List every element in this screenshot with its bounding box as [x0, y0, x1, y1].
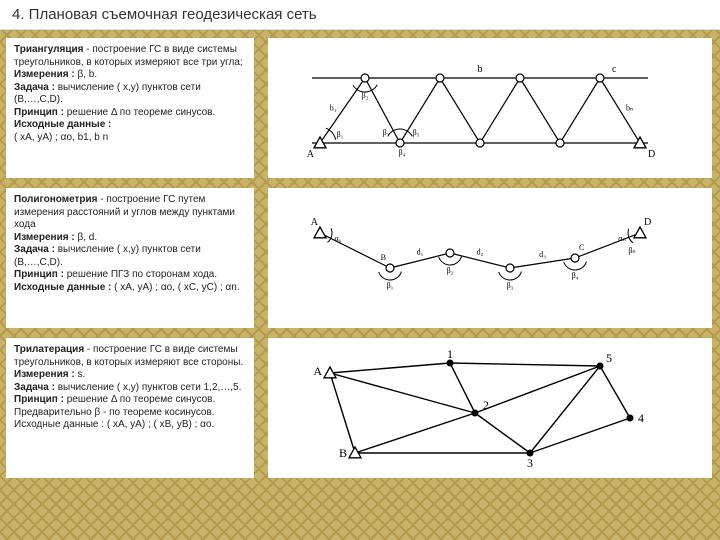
svg-text:d₃: d₃	[539, 250, 546, 259]
princ-val-2: решение ПГЗ по сторонам хода.	[64, 269, 217, 280]
task-label-3: Задача :	[14, 382, 55, 393]
title-text: 4. Плановая съемочная геодезическая сеть	[12, 6, 317, 23]
princ-label-2: Принцип :	[14, 269, 64, 280]
svg-text:2: 2	[483, 398, 489, 412]
svg-text:d₁: d₁	[417, 248, 424, 257]
svg-text:D: D	[644, 217, 651, 228]
src-label-2: Исходные данные :	[14, 282, 111, 293]
meas-val-3: s.	[75, 369, 86, 380]
prelim-val-3: по теореме косинусов.	[106, 407, 214, 418]
term-1: Триангуляция	[14, 44, 84, 55]
svg-text:β₂: β₂	[447, 266, 454, 275]
svg-text:b₁: b₁	[330, 104, 337, 113]
svg-text:A: A	[307, 149, 315, 160]
svg-text:3: 3	[527, 456, 533, 468]
svg-text:bₙ: bₙ	[626, 104, 633, 113]
trilateration-diagram: A B 1 2 3 4 5	[300, 348, 680, 468]
svg-text:β₃: β₃	[507, 281, 514, 290]
svg-text:β₄: β₄	[572, 271, 579, 280]
svg-text:β₁: β₁	[337, 130, 344, 139]
task-label-2: Задача :	[14, 244, 55, 255]
svg-text:α₀: α₀	[335, 234, 342, 243]
slide-page: 4. Плановая съемочная геодезическая сеть…	[0, 0, 720, 540]
svg-text:βₙ: βₙ	[628, 246, 635, 255]
task-val-3: вычисление ( x,y) пунктов сети 1,2,…,5.	[55, 382, 241, 393]
src-val-3: ( xA, yA) ; ( xB, yB) ; αo.	[104, 419, 214, 430]
diagram-panel-trilateration: A B 1 2 3 4 5	[268, 338, 712, 478]
page-title: 4. Плановая съемочная геодезическая сеть	[0, 0, 720, 30]
princ-label-3: Принцип :	[14, 394, 64, 405]
svg-text:β₁: β₁	[387, 281, 394, 290]
svg-text:αₙ: αₙ	[618, 234, 625, 243]
src-label-1: Исходные данные :	[14, 119, 111, 130]
text-panel-triangulation: Триангуляция - построение ГС в виде сист…	[6, 38, 254, 178]
diagram-panel-triangulation: A Db c b₁ bₙ β₁ β₂ β₃ β₄ β₅	[268, 38, 712, 178]
content-area: Триангуляция - построение ГС в виде сист…	[0, 30, 720, 486]
polygonometry-diagram: A D B Cd₁ d₂ d₃ β₁ β₂ β₃ β₄ βₙ α₀ αₙ	[300, 213, 680, 303]
src-val-1: ( xA, yA) ; αo, b1, b n	[14, 132, 108, 143]
svg-text:A: A	[311, 217, 319, 228]
svg-text:β₅: β₅	[413, 128, 420, 137]
meas-label-2: Измерения :	[14, 232, 75, 243]
svg-text:A: A	[313, 364, 322, 378]
svg-text:C: C	[579, 243, 584, 252]
meas-val-1: β, b.	[75, 69, 97, 80]
svg-text:D: D	[648, 149, 655, 160]
svg-text:β₄: β₄	[399, 148, 406, 157]
term-2: Полигонометрия	[14, 194, 98, 205]
svg-text:1: 1	[447, 348, 453, 361]
term-3: Трилатерация	[14, 344, 84, 355]
task-label-1: Задача :	[14, 82, 55, 93]
svg-text:b: b	[478, 64, 483, 75]
meas-label-1: Измерения :	[14, 69, 75, 80]
meas-label-3: Измерения :	[14, 369, 75, 380]
svg-text:B: B	[381, 253, 386, 262]
row-trilateration: Трилатерация - построение ГС в виде сист…	[6, 338, 712, 478]
svg-text:d₂: d₂	[477, 248, 484, 257]
prelim-label-3: Предварительно β -	[14, 407, 106, 418]
svg-text:B: B	[339, 446, 347, 460]
text-panel-polygonometry: Полигонометрия - построение ГС путем изм…	[6, 188, 254, 328]
princ-val-3: решение Δ по теореме синусов.	[64, 394, 215, 405]
princ-val-1: решение Δ по теореме синусов.	[64, 107, 215, 118]
svg-text:5: 5	[606, 351, 612, 365]
princ-label-1: Принцип :	[14, 107, 64, 118]
triangulation-diagram: A Db c b₁ bₙ β₁ β₂ β₃ β₄ β₅	[300, 53, 680, 163]
diagram-panel-polygonometry: A D B Cd₁ d₂ d₃ β₁ β₂ β₃ β₄ βₙ α₀ αₙ	[268, 188, 712, 328]
svg-text:β₃: β₃	[383, 128, 390, 137]
text-panel-trilateration: Трилатерация - построение ГС в виде сист…	[6, 338, 254, 478]
src-val-2: ( xA, yA) ; αo, ( xC, yC) ; αn.	[111, 282, 239, 293]
row-polygonometry: Полигонометрия - построение ГС путем изм…	[6, 188, 712, 328]
row-triangulation: Триангуляция - построение ГС в виде сист…	[6, 38, 712, 178]
svg-text:4: 4	[638, 411, 644, 425]
svg-text:β₂: β₂	[362, 91, 369, 100]
src-label-3: Исходные данные :	[14, 419, 104, 430]
svg-text:c: c	[612, 64, 617, 75]
meas-val-2: β, d.	[75, 232, 97, 243]
